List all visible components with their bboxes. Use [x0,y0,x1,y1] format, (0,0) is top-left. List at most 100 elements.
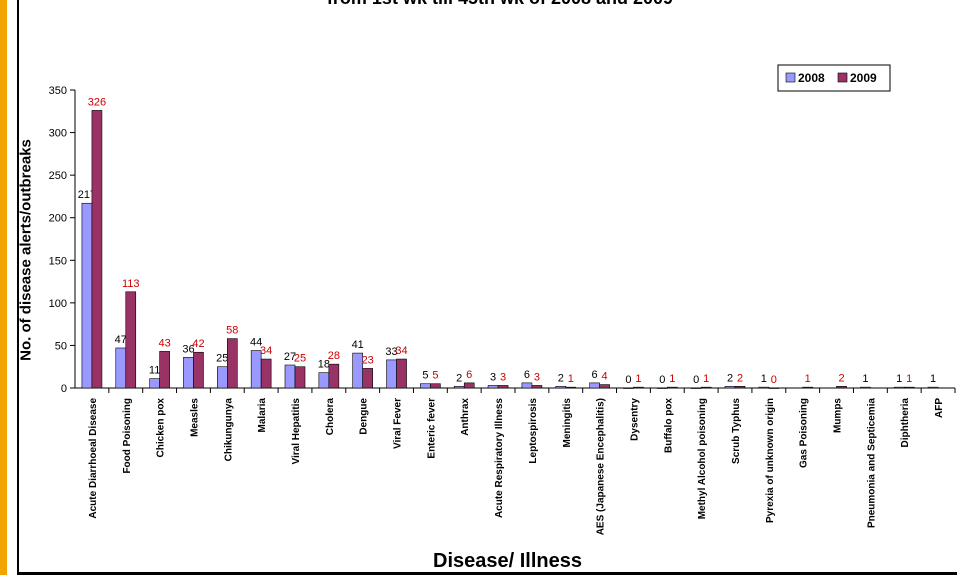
bar-2008 [318,372,330,389]
data-label-2008: 47 [115,334,127,346]
data-label-2009: 58 [226,325,238,337]
chart-title: from 1st wk till 45th wk of 2008 and 200… [200,0,800,9]
bar-2009 [565,386,577,389]
bar-2008 [521,382,533,389]
bar-2008 [420,383,431,389]
y-tick-label: 250 [49,170,67,182]
data-label-2009: 3 [534,371,540,383]
bar-2008 [115,347,127,389]
x-tick-label: Gas Poisoning [799,398,810,468]
data-label-2009: 5 [432,370,438,382]
data-label-2009: 1 [906,373,912,385]
data-label-2008: 6 [524,369,530,381]
data-label-2008: 33 [385,346,397,358]
y-tick-label: 100 [49,298,67,310]
x-tick-label: Dengue [359,398,370,435]
x-tick-label: Enteric fever [426,398,437,459]
x-tick-label: Scrub Typhus [731,398,742,464]
bottom-border-line [17,572,957,575]
x-tick-label: Methyl Alcohol poisoning [697,398,708,519]
bar-2009 [396,358,407,389]
x-tick-label: AES (Japanese Encephalitis) [596,398,607,535]
bar-2008 [81,202,93,389]
x-tick-label: Diphtheria [900,398,911,448]
y-tick-label: 150 [49,255,67,267]
data-label-2009: 1 [805,373,811,385]
bar-2009 [227,338,238,389]
data-label-2008: 1 [930,373,936,385]
bar-2009 [362,368,373,389]
y-tick-label: 200 [49,213,67,225]
bar-2009 [260,358,272,389]
bar-2009 [463,382,475,389]
bar-2008 [758,386,770,389]
bar-2009 [700,386,712,389]
bar-2009 [125,291,137,389]
bar-2008 [589,382,600,389]
y-tick-label: 0 [61,383,67,395]
bar-2009 [633,386,644,389]
y-tick-label: 50 [55,340,67,352]
bar-2008 [555,385,567,389]
y-axis-label: No. of disease alerts/outbreaks [17,139,35,361]
bar-2009 [531,385,543,389]
x-tick-label: Meningitis [562,398,573,448]
bar-2009 [903,386,915,389]
x-tick-label: Dysentry [629,398,640,441]
x-tick-label: Mumps [833,398,844,433]
data-label-2009: 34 [395,345,407,357]
x-tick-label: Viral Fever [393,398,404,449]
data-label-2009: 113 [122,278,140,290]
data-label-2009: 4 [602,371,608,383]
bar-2008 [183,357,194,389]
data-label-2008: 1 [862,373,868,385]
bar-2009 [768,387,780,389]
data-label-2008: 25 [216,353,228,365]
x-tick-label: Buffalo pox [663,398,674,453]
bar-2009 [91,110,103,389]
x-tick-label: Food Poisoning [122,398,133,474]
bar-2009 [599,384,610,389]
x-tick-label: Chicken pox [156,398,167,458]
legend-swatch-2009 [837,72,848,83]
bar-2008 [386,359,397,389]
data-label-2009: 43 [158,337,170,349]
data-label-2008: 5 [422,370,428,382]
data-label-2008: 18 [318,359,330,371]
left-accent-bar [0,0,7,575]
bar-2008 [724,385,736,389]
bar-2008 [927,386,939,389]
x-tick-label: AFP [934,398,945,418]
x-tick-label: Anthrax [460,398,471,436]
legend-swatch-2008 [785,72,796,83]
bar-2008 [893,386,905,389]
bar-2008 [217,366,228,389]
bar-2009 [159,351,170,389]
data-label-2008: 27 [284,351,296,363]
x-tick-label: Measles [189,398,200,437]
bar-2009 [802,386,813,389]
data-label-2008: 1 [761,373,767,385]
bar-2008 [487,385,499,389]
x-tick-label: Acute Diarrhoeal Disease [88,398,99,519]
bar-2008 [149,378,160,389]
legend-label-2008: 2008 [798,71,825,85]
x-tick-label: Viral Hepatitis [291,398,302,465]
data-label-2009: 2 [737,372,743,384]
data-label-2009: 1 [635,373,641,385]
x-tick-label: Cholera [325,398,336,436]
data-label-2008: 0 [659,374,665,386]
data-label-2008: 11 [149,365,160,377]
data-label-2008: 217 [78,189,96,201]
data-label-2009: 1 [703,373,709,385]
bar-2008 [284,364,296,389]
legend-box [777,64,891,92]
data-label-2008: 0 [693,374,699,386]
data-label-2009: 25 [294,353,306,365]
left-border-line [17,0,19,575]
data-label-2008: 2 [558,372,564,384]
bar-2008 [623,387,634,389]
bar-2009 [294,366,306,389]
